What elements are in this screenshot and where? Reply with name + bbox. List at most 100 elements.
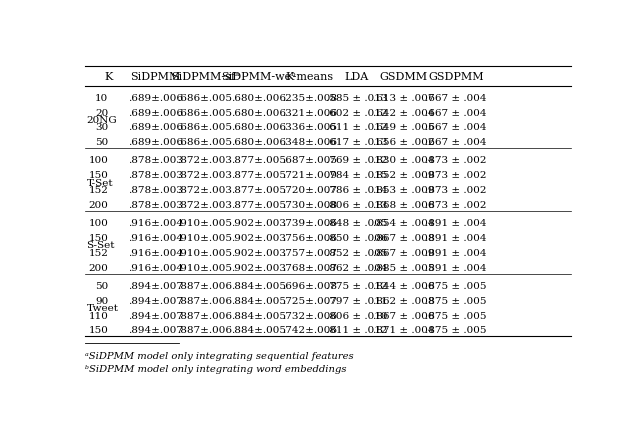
Text: T-Set: T-Set — [86, 179, 113, 188]
Text: .872±.003: .872±.003 — [177, 201, 232, 210]
Text: .884±.005: .884±.005 — [231, 312, 286, 321]
Text: SiDPMM: SiDPMM — [130, 72, 180, 82]
Text: .769 ± .012: .769 ± .012 — [326, 156, 387, 165]
Text: .756±.006: .756±.006 — [282, 234, 337, 243]
Text: .877±.005: .877±.005 — [231, 156, 286, 165]
Text: .811 ± .012: .811 ± .012 — [326, 326, 387, 335]
Text: .667 ± .004: .667 ± .004 — [425, 109, 486, 117]
Text: .878±.003: .878±.003 — [128, 201, 183, 210]
Text: .873 ± .002: .873 ± .002 — [425, 201, 486, 210]
Text: .871 ± .004: .871 ± .004 — [373, 326, 435, 335]
Text: .902±.003: .902±.003 — [231, 264, 286, 273]
Text: .884±.005: .884±.005 — [231, 297, 286, 306]
Text: .878±.003: .878±.003 — [128, 171, 183, 180]
Text: .689±.006: .689±.006 — [128, 138, 183, 147]
Text: K-means: K-means — [285, 72, 333, 82]
Text: .768±.007: .768±.007 — [282, 264, 337, 273]
Text: .687±.005: .687±.005 — [282, 156, 337, 165]
Text: .884±.005: .884±.005 — [231, 282, 286, 291]
Text: .667 ± .004: .667 ± .004 — [425, 123, 486, 132]
Text: .891 ± .004: .891 ± .004 — [425, 249, 486, 258]
Text: 30: 30 — [95, 123, 108, 132]
Text: 20: 20 — [95, 109, 108, 117]
Text: .686±.005: .686±.005 — [177, 123, 232, 132]
Text: .602 ± .012: .602 ± .012 — [326, 109, 387, 117]
Text: .902±.003: .902±.003 — [231, 249, 286, 258]
Text: .649 ± .005: .649 ± .005 — [373, 123, 435, 132]
Text: .336±.005: .336±.005 — [282, 123, 337, 132]
Text: .910±.005: .910±.005 — [177, 219, 232, 228]
Text: .867 ± .008: .867 ± .008 — [373, 234, 435, 243]
Text: .742±.006: .742±.006 — [282, 326, 337, 335]
Text: 150: 150 — [88, 171, 108, 180]
Text: K: K — [104, 72, 113, 82]
Text: .667 ± .004: .667 ± .004 — [425, 138, 486, 147]
Text: 50: 50 — [95, 138, 108, 147]
Text: .680±.006: .680±.006 — [231, 94, 286, 103]
Text: .868 ± .006: .868 ± .006 — [373, 201, 435, 210]
Text: .867 ± .006: .867 ± .006 — [373, 312, 435, 321]
Text: .862 ± .004: .862 ± .004 — [326, 264, 387, 273]
Text: .891 ± .004: .891 ± .004 — [425, 234, 486, 243]
Text: .786 ± .014: .786 ± .014 — [326, 186, 387, 195]
Text: .872±.003: .872±.003 — [177, 186, 232, 195]
Text: .680±.006: .680±.006 — [231, 138, 286, 147]
Text: .667 ± .004: .667 ± .004 — [425, 94, 486, 103]
Text: .862 ± .008: .862 ± .008 — [373, 297, 435, 306]
Text: .894±.007: .894±.007 — [128, 282, 183, 291]
Text: .887±.006: .887±.006 — [177, 282, 232, 291]
Text: .891 ± .004: .891 ± .004 — [425, 264, 486, 273]
Text: .689±.006: .689±.006 — [128, 94, 183, 103]
Text: .891 ± .004: .891 ± .004 — [425, 219, 486, 228]
Text: .730±.008: .730±.008 — [282, 201, 337, 210]
Text: .902±.003: .902±.003 — [231, 219, 286, 228]
Text: GSDMM: GSDMM — [380, 72, 428, 82]
Text: 90: 90 — [95, 297, 108, 306]
Text: .784 ± .015: .784 ± .015 — [326, 171, 387, 180]
Text: .732±.006: .732±.006 — [282, 312, 337, 321]
Text: 110: 110 — [88, 312, 108, 321]
Text: .875 ± .005: .875 ± .005 — [425, 326, 486, 335]
Text: .830 ± .004: .830 ± .004 — [373, 156, 435, 165]
Text: .689±.006: .689±.006 — [128, 123, 183, 132]
Text: .321±.006: .321±.006 — [282, 109, 337, 117]
Text: LDA: LDA — [345, 72, 369, 82]
Text: GSDPMM: GSDPMM — [428, 72, 484, 82]
Text: .848 ± .005: .848 ± .005 — [326, 219, 387, 228]
Text: .867 ± .009: .867 ± .009 — [373, 249, 435, 258]
Text: .878±.003: .878±.003 — [128, 156, 183, 165]
Text: 20NG: 20NG — [86, 116, 117, 125]
Text: .850 ± .006: .850 ± .006 — [326, 234, 387, 243]
Text: .877±.005: .877±.005 — [231, 171, 286, 180]
Text: .806 ± .010: .806 ± .010 — [326, 312, 387, 321]
Text: 200: 200 — [88, 201, 108, 210]
Text: 10: 10 — [95, 94, 108, 103]
Text: .910±.005: .910±.005 — [177, 234, 232, 243]
Text: 150: 150 — [88, 326, 108, 335]
Text: .878±.003: .878±.003 — [128, 186, 183, 195]
Text: .696±.008: .696±.008 — [282, 282, 337, 291]
Text: .875 ± .005: .875 ± .005 — [425, 297, 486, 306]
Text: .617 ± .013: .617 ± .013 — [326, 138, 387, 147]
Text: .894±.007: .894±.007 — [128, 312, 183, 321]
Text: .872±.003: .872±.003 — [177, 156, 232, 165]
Text: .739±.006: .739±.006 — [282, 219, 337, 228]
Text: 50: 50 — [95, 282, 108, 291]
Text: .611 ± .012: .611 ± .012 — [326, 123, 387, 132]
Text: .894±.007: .894±.007 — [128, 326, 183, 335]
Text: 152: 152 — [88, 249, 108, 258]
Text: .916±.004: .916±.004 — [128, 234, 183, 243]
Text: .797 ± .011: .797 ± .011 — [326, 297, 387, 306]
Text: .885 ± .005: .885 ± .005 — [373, 264, 435, 273]
Text: .916±.004: .916±.004 — [128, 219, 183, 228]
Text: .757±.007: .757±.007 — [282, 249, 337, 258]
Text: .887±.006: .887±.006 — [177, 297, 232, 306]
Text: .916±.004: .916±.004 — [128, 249, 183, 258]
Text: .873 ± .002: .873 ± .002 — [425, 171, 486, 180]
Text: .689±.006: .689±.006 — [128, 109, 183, 117]
Text: .680±.006: .680±.006 — [231, 109, 286, 117]
Text: .721±.009: .721±.009 — [282, 171, 337, 180]
Text: ᵇSiDPMM model only integrating word embeddings: ᵇSiDPMM model only integrating word embe… — [85, 365, 346, 374]
Text: 152: 152 — [88, 186, 108, 195]
Text: .854 ± .004: .854 ± .004 — [373, 219, 435, 228]
